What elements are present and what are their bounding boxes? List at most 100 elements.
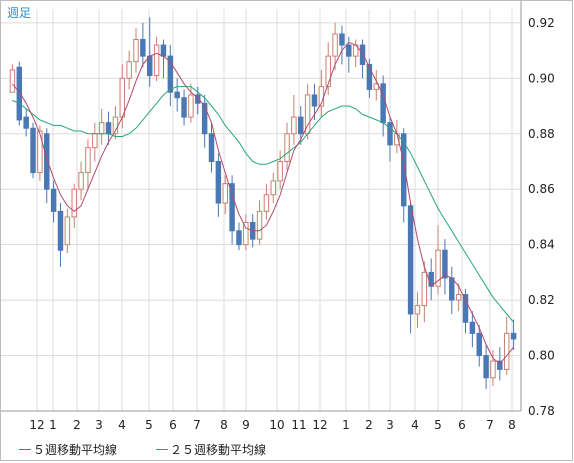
x-tick-label: 3	[386, 418, 394, 432]
x-tick-label: 7	[486, 418, 494, 432]
candle-body	[256, 210, 263, 240]
candle-body	[421, 271, 428, 307]
candle-body	[222, 183, 228, 204]
x-tick-label: 6	[458, 418, 466, 432]
candle-body	[105, 122, 112, 135]
candle-body	[476, 332, 482, 357]
candle-body	[16, 66, 23, 121]
y-tick-label: 0.84	[528, 238, 555, 252]
candle-body	[160, 44, 167, 57]
candle-body	[37, 130, 43, 174]
candle-body	[291, 116, 297, 135]
candle-body	[71, 188, 77, 218]
candle-body	[263, 194, 270, 212]
candle-body	[195, 94, 201, 104]
candle-body	[455, 294, 462, 301]
y-tick-label: 0.80	[528, 349, 555, 363]
candle-body	[311, 94, 318, 107]
period-label: 週足	[7, 6, 32, 20]
legend-ma25: ２５週移動平均線	[156, 441, 266, 458]
candle-body	[435, 249, 441, 287]
candle-body	[497, 360, 503, 370]
x-tick-label: 10	[269, 418, 284, 432]
legend-ma5-swatch	[19, 449, 31, 450]
x-tick-label: 1	[49, 418, 57, 432]
candle-body	[78, 172, 84, 190]
candle-body	[119, 77, 126, 118]
legend-ma5-label: ５週移動平均線	[33, 443, 118, 457]
x-tick-label: 8	[220, 418, 228, 432]
candle-body	[366, 63, 373, 90]
ma25-line	[12, 86, 514, 323]
x-tick-label: 1	[342, 418, 350, 432]
candle-body	[229, 183, 235, 232]
x-tick-label: 5	[145, 418, 153, 432]
candle-body	[346, 44, 352, 57]
candle-body	[414, 305, 421, 315]
y-tick-label: 0.88	[528, 127, 555, 141]
legend-ma25-swatch	[156, 449, 168, 450]
y-tick-label: 0.86	[528, 182, 555, 196]
x-tick-label: 7	[193, 418, 201, 432]
candle-body	[325, 55, 331, 88]
candle-body	[57, 210, 64, 251]
candle-body	[208, 133, 215, 162]
x-tick-label: 4	[118, 418, 126, 432]
candle-body	[449, 277, 455, 301]
candle-body	[339, 33, 345, 46]
candle-body	[469, 321, 476, 334]
candle-body	[30, 127, 36, 174]
candle-body	[188, 94, 194, 118]
candle-body	[387, 122, 393, 146]
candle-body	[201, 102, 208, 135]
candle-body	[92, 133, 98, 149]
candle-body	[407, 205, 414, 315]
y-tick-label: 0.92	[528, 16, 555, 30]
candle-body	[359, 44, 366, 65]
x-tick-label: 3	[95, 418, 103, 432]
candle-body	[243, 221, 249, 246]
candle-body	[400, 133, 407, 207]
x-tick-label: 5	[434, 418, 442, 432]
candle-body	[270, 180, 277, 196]
y-tick-label: 0.82	[528, 293, 555, 307]
candle-body	[44, 133, 50, 190]
candle-body	[215, 160, 222, 204]
candle-body	[510, 332, 517, 340]
candle-body	[23, 116, 29, 129]
x-tick-label: 8	[508, 418, 516, 432]
candle-body	[298, 116, 304, 135]
y-tick-label: 0.78	[528, 404, 555, 418]
y-tick-label: 0.90	[528, 71, 555, 85]
candle-body	[153, 44, 160, 77]
candle-body	[380, 83, 386, 124]
x-tick-label: 2	[73, 418, 81, 432]
x-tick-label: 4	[411, 418, 419, 432]
candle-body	[236, 230, 242, 246]
candle-body	[332, 33, 338, 57]
x-tick-label: 6	[169, 418, 177, 432]
legend-ma25-label: ２５週移動平均線	[170, 443, 267, 457]
candle-body	[133, 38, 139, 63]
candle-body	[167, 55, 174, 93]
candle-body	[277, 160, 283, 182]
x-tick-label: 9	[242, 418, 250, 432]
candle-body	[140, 38, 146, 57]
candle-body	[146, 55, 153, 77]
candle-body	[442, 249, 448, 279]
x-tick-label: 2	[365, 418, 373, 432]
candle-body	[98, 122, 105, 135]
x-tick-label: 12	[312, 418, 327, 432]
candle-body	[503, 332, 510, 370]
candle-body	[64, 216, 71, 246]
candle-body	[50, 188, 57, 212]
candle-body	[428, 271, 434, 287]
candle-body	[490, 360, 496, 379]
candle-body	[483, 355, 489, 379]
candle-body	[174, 91, 180, 99]
candle-body	[284, 133, 290, 162]
legend-ma5: ５週移動平均線	[19, 441, 117, 458]
candle-body	[126, 61, 132, 79]
